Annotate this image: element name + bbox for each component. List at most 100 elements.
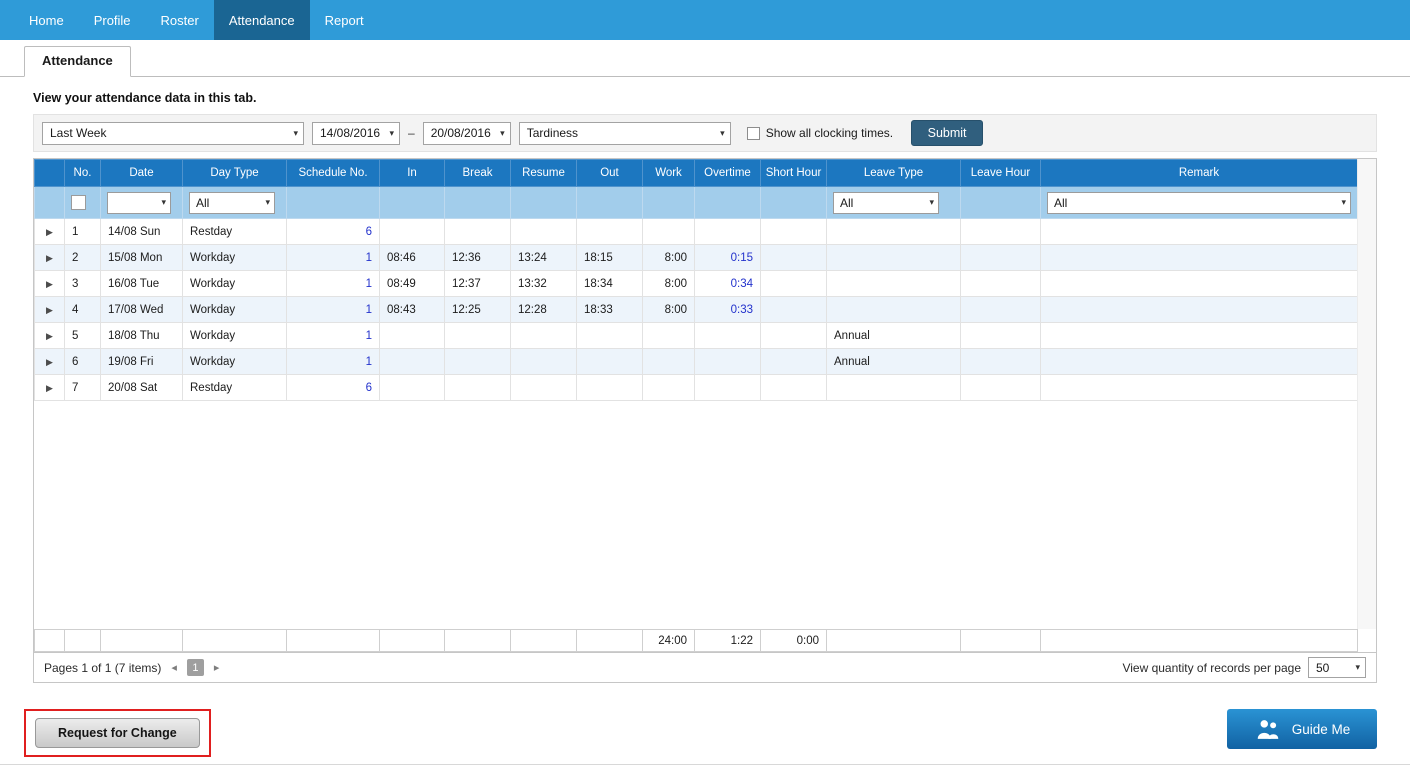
cell-break — [444, 374, 511, 401]
date-to-select[interactable]: 20/08/2016 ▾ — [422, 121, 511, 145]
date-filter-select[interactable]: ▾ — [107, 191, 171, 214]
category-select[interactable]: Tardiness ▾ — [518, 121, 731, 145]
nav-attendance[interactable]: Attendance — [213, 0, 310, 40]
cell-short-hour — [760, 244, 827, 271]
cell-short-hour — [760, 270, 827, 297]
schedule-no-link[interactable]: 6 — [365, 225, 372, 238]
tab-strip: Attendance — [0, 40, 1410, 77]
filter-select-all-checkbox[interactable] — [71, 194, 86, 210]
table-row: ▶ 1 14/08 Sun Restday 6 — [34, 218, 1357, 245]
header-out[interactable]: Out — [576, 159, 643, 187]
table-row: ▶ 2 15/08 Mon Workday 1 08:46 12:36 13:24 18:15 8… — [34, 244, 1357, 271]
schedule-no-link[interactable]: 1 — [365, 329, 372, 342]
leave-type-filter-select[interactable]: All ▾ — [833, 191, 939, 214]
cell-date: 14/08 Sun — [100, 218, 183, 245]
submit-button[interactable]: Submit — [911, 120, 984, 146]
intro-text: View your attendance data in this tab. — [33, 91, 257, 105]
cell-break: 12:25 — [444, 296, 511, 323]
overtime-link[interactable]: 0:15 — [730, 251, 753, 264]
schedule-no-link[interactable]: 1 — [365, 277, 372, 290]
vertical-scrollbar[interactable] — [1357, 159, 1376, 629]
cell-resume — [510, 218, 577, 245]
table-header-row: No. Date Day Type Schedule No. In Break … — [34, 159, 1357, 187]
cell-in: 08:46 — [379, 244, 445, 271]
request-for-change-button[interactable]: Request for Change — [35, 718, 200, 748]
schedule-no-link[interactable]: 1 — [365, 303, 372, 316]
remark-filter-select[interactable]: All ▾ — [1047, 191, 1351, 214]
cell-break: 12:36 — [444, 244, 511, 271]
header-schedule-no[interactable]: Schedule No. — [286, 159, 380, 187]
cell-no: 4 — [64, 296, 101, 323]
header-resume[interactable]: Resume — [510, 159, 577, 187]
header-break[interactable]: Break — [444, 159, 511, 187]
day-type-filter-select[interactable]: All ▾ — [189, 191, 275, 214]
header-leave-hour[interactable]: Leave Hour — [960, 159, 1041, 187]
period-select[interactable]: Last Week ▾ — [42, 121, 304, 145]
cell-resume — [510, 348, 577, 375]
cell-leave-type — [826, 244, 961, 271]
period-select-value: Last Week — [50, 126, 107, 140]
cell-out — [576, 218, 643, 245]
records-per-page-select[interactable]: 50 ▾ — [1308, 657, 1366, 678]
cell-no: 2 — [64, 244, 101, 271]
nav-home[interactable]: Home — [29, 12, 64, 28]
current-page-button[interactable]: 1 — [186, 659, 204, 676]
guide-me-button[interactable]: Guide Me — [1227, 709, 1377, 749]
header-short-hour[interactable]: Short Hour — [760, 159, 827, 187]
schedule-no-link[interactable]: 1 — [365, 355, 372, 368]
nav-report[interactable]: Report — [324, 12, 364, 28]
header-no[interactable]: No. — [64, 159, 101, 187]
schedule-no-link[interactable]: 6 — [365, 381, 372, 394]
header-date[interactable]: Date — [100, 159, 183, 187]
cell-resume: 13:24 — [510, 244, 577, 271]
cell-short-hour — [760, 322, 827, 349]
table-row: ▶ 7 20/08 Sat Restday 6 — [34, 374, 1357, 401]
row-expander-icon[interactable]: ▶ — [46, 356, 53, 367]
tab-attendance[interactable]: Attendance — [24, 46, 131, 77]
top-nav: Home Profile Roster Attendance Report — [0, 0, 1410, 40]
header-day-type[interactable]: Day Type — [182, 159, 287, 187]
next-page-icon[interactable]: ▸ — [213, 662, 220, 674]
schedule-no-link[interactable]: 1 — [365, 251, 372, 264]
overtime-link[interactable]: 0:33 — [730, 303, 753, 316]
header-leave-type[interactable]: Leave Type — [826, 159, 961, 187]
cell-date: 20/08 Sat — [100, 374, 183, 401]
header-remark[interactable]: Remark — [1040, 159, 1357, 187]
cell-in: 08:49 — [379, 270, 445, 297]
cell-date: 16/08 Tue — [100, 270, 183, 297]
attendance-grid: No. Date Day Type Schedule No. In Break … — [33, 158, 1377, 683]
cell-work — [642, 322, 695, 349]
show-all-clocking-checkbox[interactable] — [746, 126, 760, 140]
chevron-down-icon: ▾ — [500, 127, 505, 138]
date-to-value: 20/08/2016 — [430, 126, 491, 140]
date-from-select[interactable]: 14/08/2016 ▾ — [312, 121, 400, 145]
row-expander-icon[interactable]: ▶ — [46, 382, 53, 393]
cell-leave-hour — [960, 218, 1041, 245]
cell-day-type: Workday — [182, 270, 287, 297]
header-work[interactable]: Work — [642, 159, 695, 187]
cell-date: 19/08 Fri — [100, 348, 183, 375]
cell-remark — [1040, 296, 1357, 323]
row-expander-icon[interactable]: ▶ — [46, 304, 53, 315]
cell-day-type: Workday — [182, 322, 287, 349]
row-expander-icon[interactable]: ▶ — [46, 226, 53, 237]
overtime-link[interactable]: 0:34 — [730, 277, 753, 290]
row-expander-icon[interactable]: ▶ — [46, 278, 53, 289]
row-expander-icon[interactable]: ▶ — [46, 252, 53, 263]
summary-overtime-total: 1:22 — [694, 629, 761, 652]
cell-remark — [1040, 374, 1357, 401]
header-in[interactable]: In — [379, 159, 445, 187]
summary-row: 24:00 1:22 0:00 — [34, 629, 1358, 652]
row-expander-icon[interactable]: ▶ — [46, 330, 53, 341]
annotation-highlight: Request for Change — [24, 709, 211, 757]
footer-actions: Request for Change Guide Me — [24, 709, 1377, 757]
filter-bar: Last Week ▾ 14/08/2016 ▾ – 20/08/2016 ▾ … — [33, 114, 1377, 152]
nav-profile[interactable]: Profile — [93, 12, 131, 28]
nav-roster[interactable]: Roster — [160, 12, 199, 28]
prev-page-icon[interactable]: ◂ — [171, 662, 177, 674]
cell-in: 08:43 — [379, 296, 445, 323]
cell-remark — [1040, 270, 1357, 297]
header-overtime[interactable]: Overtime — [694, 159, 761, 187]
cell-break — [444, 218, 511, 245]
cell-out — [576, 348, 643, 375]
